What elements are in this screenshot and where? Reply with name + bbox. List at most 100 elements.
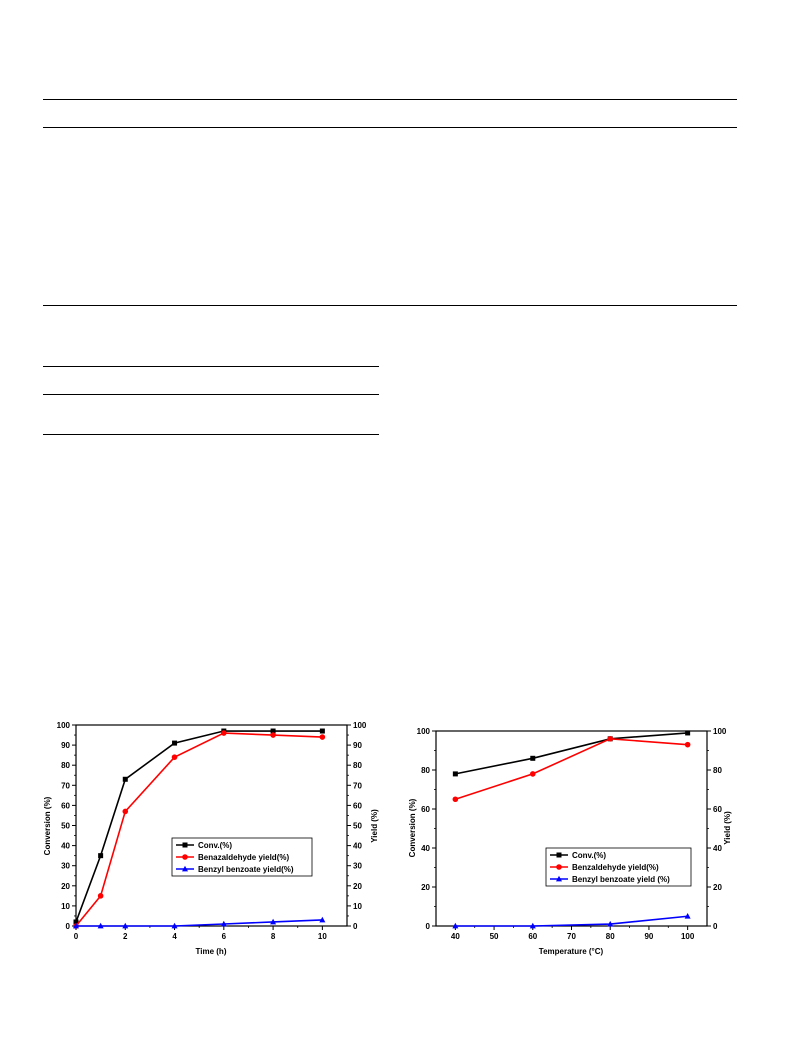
- y-tick-label: 70: [61, 781, 70, 790]
- legend-marker: [556, 852, 562, 858]
- y2-tick-label: 60: [713, 805, 722, 814]
- y-tick-label: 60: [421, 805, 430, 814]
- data-point: [319, 728, 325, 734]
- data-point: [122, 776, 128, 782]
- data-point: [452, 922, 459, 929]
- y-tick-label: 90: [61, 741, 70, 750]
- data-point: [73, 922, 79, 929]
- y-tick-label: 0: [426, 922, 431, 931]
- data-point: [684, 913, 691, 919]
- series-line: [455, 915, 688, 927]
- legend-box: [545, 847, 692, 887]
- y-tick-label: 100: [417, 727, 431, 736]
- data-point: [171, 754, 178, 760]
- data-point: [452, 771, 458, 777]
- x-tick-label: 0: [74, 932, 79, 941]
- legend-marker: [556, 864, 562, 870]
- y2-tick-label: 20: [353, 882, 362, 891]
- x-axis-label: Time (h): [196, 947, 227, 956]
- legend-marker: [182, 865, 188, 872]
- x-tick-label: 70: [567, 932, 576, 941]
- x-tick-label: 8: [271, 932, 276, 941]
- y-tick-label: 50: [61, 822, 70, 831]
- x-tick-label: 10: [318, 932, 327, 941]
- y2-tick-label: 50: [353, 822, 362, 831]
- y-tick-label: 10: [61, 902, 70, 911]
- y2-tick-label: 60: [353, 801, 362, 810]
- y-tick-label: 0: [66, 922, 71, 931]
- y2-axis-label: Yield (%): [723, 811, 732, 845]
- legend: Conv.(%) Benzaldehyde yield(%) Benzyl benz…: [545, 847, 692, 887]
- legend-label: Conv.(%): [572, 851, 606, 860]
- data-point: [319, 734, 326, 740]
- y2-axis-label: Yield (%): [370, 809, 379, 843]
- plot-frame: [75, 724, 348, 927]
- data-point: [171, 922, 178, 929]
- y2-tick-label: 30: [353, 862, 362, 871]
- data-point: [684, 741, 691, 748]
- y-tick-label: 20: [61, 882, 70, 891]
- data-point: [221, 730, 227, 736]
- x-tick-label: 60: [528, 932, 537, 941]
- legend-label: Conv.(%): [198, 841, 232, 850]
- legend-label: Benzaldehyde yield(%): [572, 863, 659, 872]
- small-table-header-rule: [43, 394, 379, 395]
- data-point: [607, 736, 614, 742]
- legend-marker: [182, 854, 188, 860]
- table-top-rule: [43, 99, 737, 100]
- series-line: [76, 919, 323, 927]
- data-point: [452, 796, 459, 803]
- x-tick-label: 90: [644, 932, 653, 941]
- data-point: [172, 740, 178, 746]
- y2-tick-label: 40: [713, 844, 722, 853]
- y-tick-label: 80: [61, 761, 70, 770]
- data-point: [270, 732, 276, 738]
- y2-tick-label: 20: [713, 883, 722, 892]
- y-tick-label: 40: [61, 842, 70, 851]
- legend-box: [171, 837, 313, 877]
- table-header-rule: [43, 127, 737, 128]
- y2-tick-label: 90: [353, 741, 362, 750]
- x-axis-label: Temperature (°C): [539, 947, 604, 956]
- y-tick-label: 20: [421, 883, 430, 892]
- y2-tick-label: 80: [353, 761, 362, 770]
- data-point: [122, 808, 129, 815]
- series-line: [75, 732, 323, 927]
- small-table-top-rule: [43, 366, 379, 367]
- y2-tick-label: 0: [353, 922, 358, 931]
- legend-label: Benzyl benzoate yield (%): [572, 875, 670, 884]
- y2-tick-label: 70: [353, 781, 362, 790]
- x-tick-label: 100: [681, 932, 695, 941]
- data-point: [97, 922, 104, 929]
- x-tick-label: 2: [123, 932, 128, 941]
- series-line: [455, 737, 688, 801]
- y-tick-label: 30: [61, 862, 70, 871]
- series-line: [75, 730, 323, 923]
- data-point: [270, 728, 276, 734]
- y-tick-label: 40: [421, 844, 430, 853]
- y-tick-label: 80: [421, 766, 430, 775]
- plot-frame: [435, 730, 708, 927]
- data-point: [98, 853, 104, 859]
- y2-tick-label: 100: [353, 721, 367, 730]
- y2-tick-label: 100: [713, 727, 727, 736]
- series-line: [455, 732, 688, 775]
- x-tick-label: 4: [172, 932, 177, 941]
- legend: Conv.(%) Benazaldehyde yield(%) Benzyl ben…: [171, 837, 313, 877]
- data-point: [685, 730, 691, 736]
- data-point: [270, 918, 277, 925]
- data-point: [319, 916, 326, 923]
- x-tick-label: 50: [490, 932, 499, 941]
- legend-marker: [182, 842, 188, 848]
- y-tick-label: 100: [57, 721, 71, 730]
- small-table-bottom-rule: [43, 434, 379, 435]
- data-point: [530, 755, 536, 761]
- x-tick-label: 6: [222, 932, 227, 941]
- y2-tick-label: 0: [713, 922, 718, 931]
- x-tick-label: 80: [606, 932, 615, 941]
- data-point: [529, 922, 536, 929]
- y2-tick-label: 80: [713, 766, 722, 775]
- y-tick-label: 60: [61, 801, 70, 810]
